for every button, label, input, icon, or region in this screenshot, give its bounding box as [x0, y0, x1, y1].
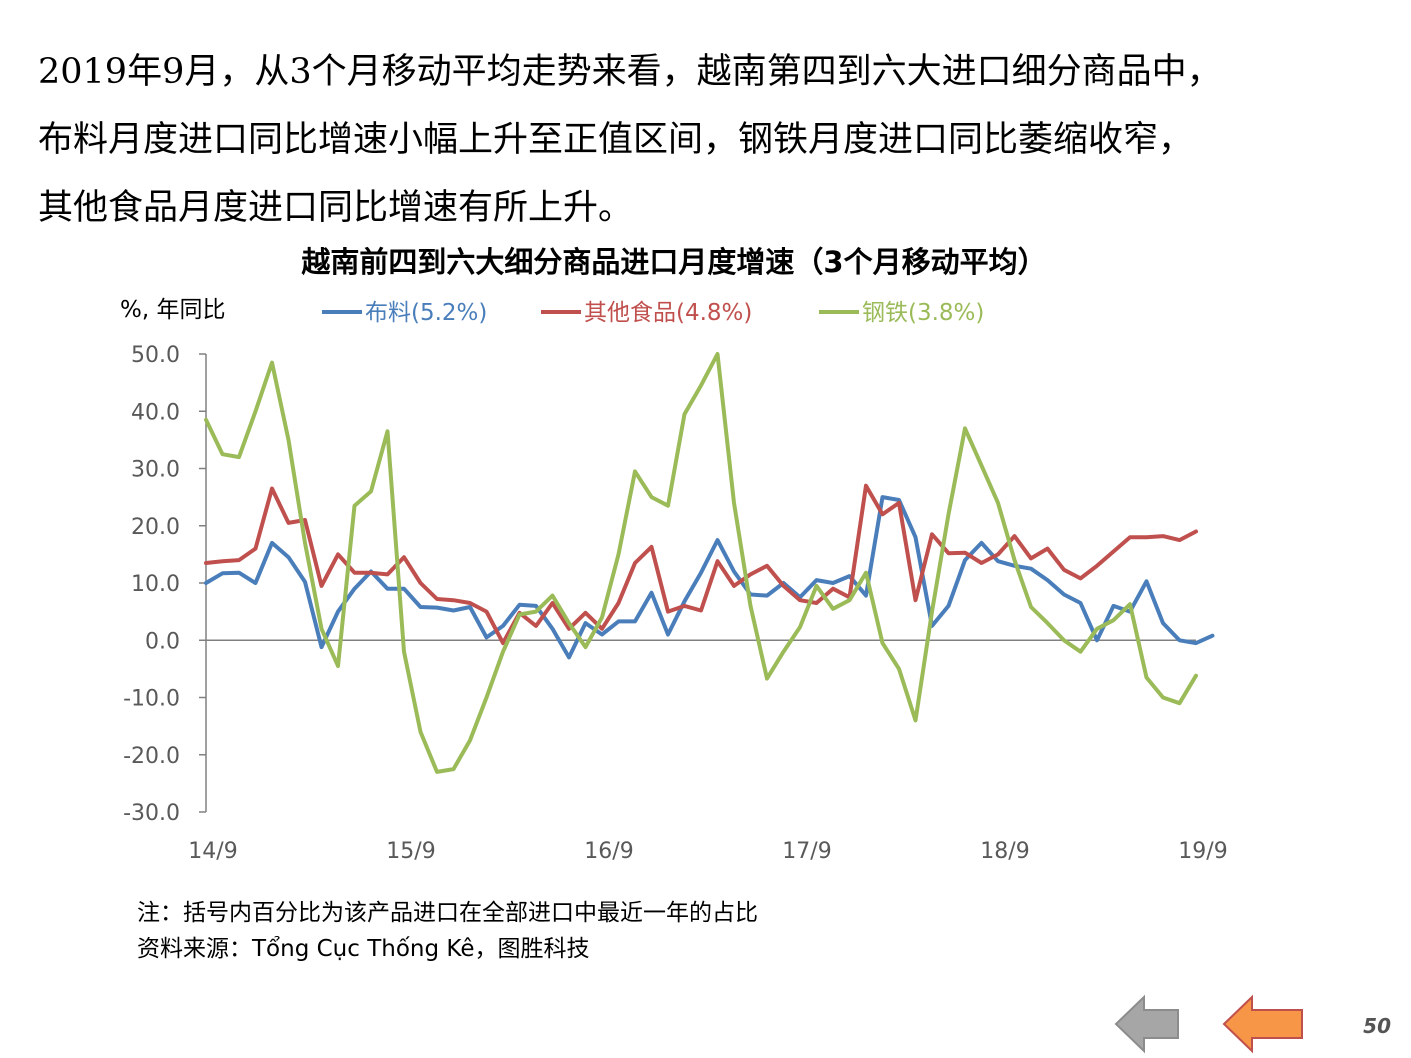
y-tick-label: -20.0	[123, 744, 180, 769]
y-tick-label: 50.0	[131, 343, 180, 368]
headline-line-2: 布料月度进口同比增速小幅上升至正值区间，钢铁月度进口同比萎缩收窄，	[38, 120, 1194, 160]
y-tick-label: 40.0	[131, 400, 180, 425]
series-line-3	[204, 352, 1198, 774]
source-note: 资料来源：Tổng Cục Thống Kê，图胜科技	[137, 936, 590, 962]
legend-label-1: 布料(5.2%)	[365, 300, 487, 326]
page-number: 50	[1363, 1014, 1391, 1038]
y-tick-label: 10.0	[131, 572, 180, 597]
back-arrow-icon[interactable]	[1114, 994, 1182, 1054]
x-tick-label: 19/9	[1178, 839, 1227, 864]
y-tick-label: 20.0	[131, 515, 180, 540]
series-line-1	[204, 495, 1215, 660]
headline: 2019年9月，从3个月移动平均走势来看，越南第四到六大进口细分商品中， 布料月…	[38, 38, 1388, 242]
x-tick-label: 17/9	[782, 839, 831, 864]
y-tick-label: -30.0	[123, 801, 180, 826]
headline-line-3: 其他食品月度进口同比增速有所上升。	[38, 188, 634, 228]
footnote: 注：括号内百分比为该产品进口在全部进口中最近一年的占比	[137, 900, 758, 926]
y-axis-label: %, 年同比	[120, 297, 225, 323]
x-tick-label: 16/9	[584, 839, 633, 864]
y-tick-label: 0.0	[145, 629, 180, 654]
y-tick-label: -10.0	[123, 687, 180, 712]
series-lines	[204, 352, 1215, 774]
headline-line-1: 2019年9月，从3个月移动平均走势来看，越南第四到六大进口细分商品中，	[38, 52, 1222, 92]
x-tick-label: 15/9	[386, 839, 435, 864]
series-line-2	[204, 483, 1198, 646]
legend-label-3: 钢铁(3.8%)	[862, 300, 984, 326]
chart-title: 越南前四到六大细分商品进口月度增速（3个月移动平均）	[301, 245, 1046, 279]
x-tick-label: 14/9	[188, 839, 237, 864]
previous-page-arrow-icon[interactable]	[1222, 994, 1306, 1054]
y-tick-label: 30.0	[131, 458, 180, 483]
x-tick-label: 18/9	[980, 839, 1029, 864]
axes: 50.0 40.0 30.0 20.0 10.0 0.0 -10.0 -20.0 -30.0 14…	[123, 343, 1228, 864]
legend-label-2: 其他食品(4.8%)	[584, 300, 752, 326]
legend: 布料(5.2%) 其他食品(4.8%) 钢铁(3.8%)	[322, 300, 984, 326]
